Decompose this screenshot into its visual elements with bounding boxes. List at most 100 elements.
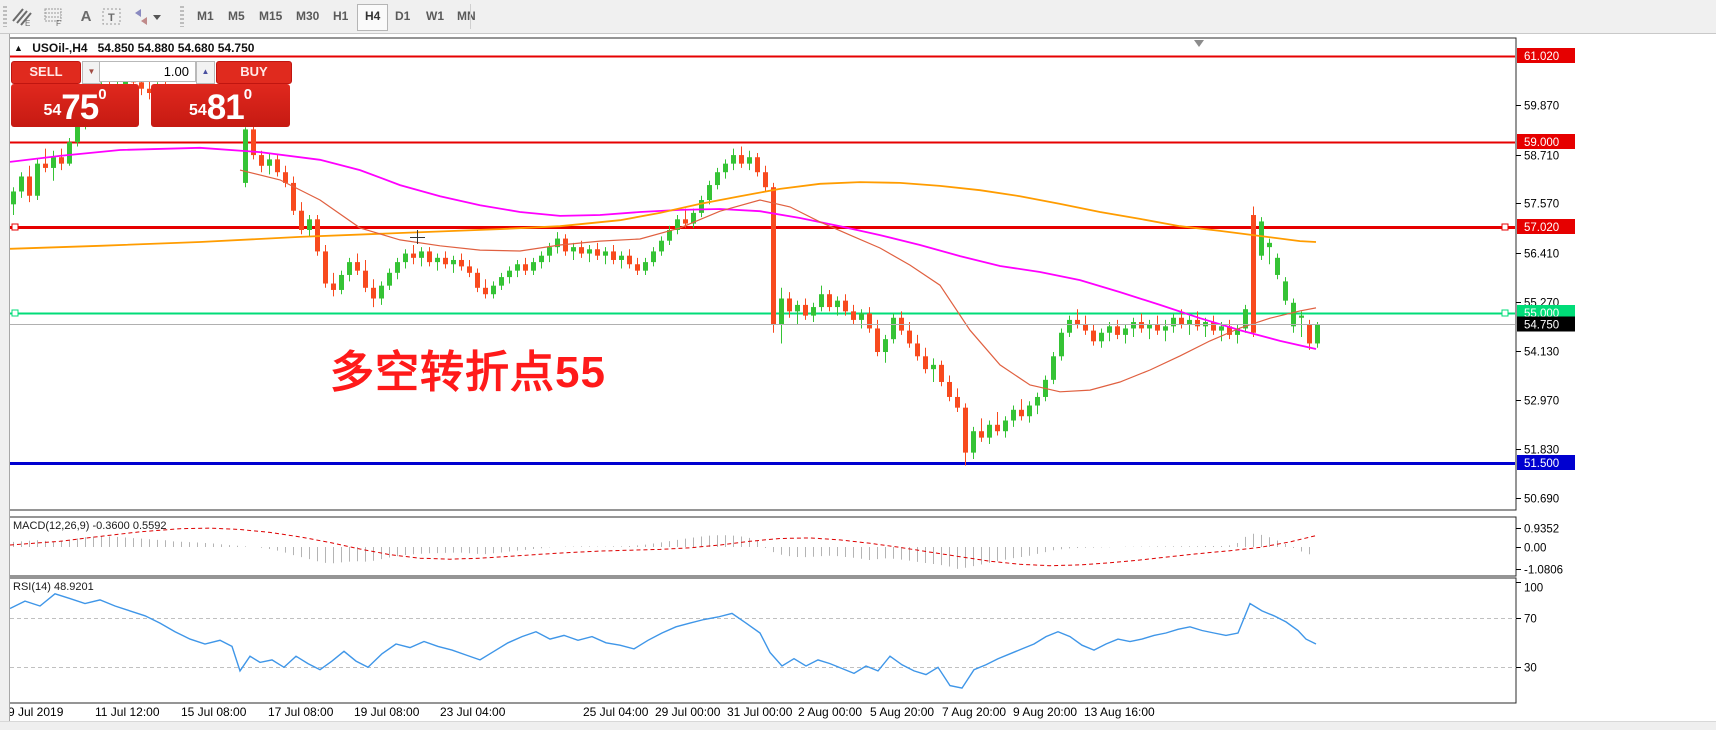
price-tick-label: 52.970 — [1524, 396, 1559, 408]
buy-price-button[interactable]: 54 81 0 — [151, 84, 290, 127]
volume-decrease-button[interactable]: ▼ — [82, 61, 101, 84]
line-handle[interactable] — [11, 309, 19, 317]
left-panel-splitter[interactable] — [0, 34, 10, 730]
candle-body — [243, 129, 248, 183]
sell-button[interactable]: SELL — [11, 61, 81, 84]
hatch-e-icon[interactable]: E — [10, 5, 34, 28]
macd-panel[interactable] — [8, 516, 1517, 577]
trade-panel-row: SELL ▼ 1.00 ▲ BUY — [11, 61, 292, 84]
candle-body — [19, 176, 24, 192]
candle-body — [251, 129, 256, 156]
grid-f-icon[interactable]: F — [42, 5, 66, 28]
time-axis-label: 5 Aug 20:00 — [870, 705, 934, 719]
candle-body — [611, 251, 616, 260]
candle-body — [971, 431, 976, 453]
candle-body — [299, 210, 304, 231]
line-handle[interactable] — [1501, 223, 1509, 231]
timeframe-button-m15[interactable]: M15 — [259, 9, 283, 23]
symbol-name: USOil-,H4 — [32, 41, 88, 55]
candle-body — [1059, 332, 1064, 357]
time-axis-label: 17 Jul 08:00 — [268, 705, 334, 719]
candle-body — [499, 277, 504, 286]
timeframe-button-m30[interactable]: M30 — [296, 9, 320, 23]
candle-body — [1035, 396, 1040, 406]
candle-body — [1155, 324, 1160, 331]
candle-body — [979, 431, 984, 438]
candle-body — [435, 257, 440, 263]
candle-body — [139, 82, 144, 89]
candle-body — [579, 247, 584, 254]
candle-body — [587, 249, 592, 254]
volume-increase-button[interactable]: ▲ — [196, 61, 215, 84]
candle-body — [787, 298, 792, 312]
timeframe-button-h4[interactable]: H4 — [357, 4, 389, 31]
symbol-ohlc: 54.850 54.880 54.680 54.750 — [97, 41, 255, 55]
toolbar-drag-handle[interactable] — [3, 6, 7, 27]
timeframe-button-m1[interactable]: M1 — [197, 9, 214, 23]
candle-body — [619, 255, 624, 260]
one-click-trade-panel: SELL ▼ 1.00 ▲ BUY 54 75 0 54 81 0 — [11, 61, 292, 127]
timeframe-button-d1[interactable]: D1 — [395, 9, 411, 23]
textbox-t-icon[interactable]: T — [100, 5, 124, 28]
candle-body — [1227, 326, 1232, 335]
sell-price-button[interactable]: 54 75 0 — [11, 84, 139, 127]
candle-body — [1211, 322, 1216, 331]
candle-body — [923, 356, 928, 370]
candle-body — [795, 304, 800, 312]
timeframe-button-m5[interactable]: M5 — [228, 9, 245, 23]
svg-text:E: E — [25, 19, 30, 27]
collapse-triangle-icon[interactable]: ▲ — [14, 43, 23, 53]
time-axis-label: 2 Aug 00:00 — [798, 705, 862, 719]
candle-body — [771, 187, 776, 325]
toolbar-drag-handle[interactable] — [180, 6, 184, 27]
candle-body — [1099, 332, 1104, 342]
buy-price-sup: 0 — [243, 86, 253, 103]
timeframe-button-h1[interactable]: H1 — [333, 9, 349, 23]
candle-body — [851, 311, 856, 320]
macd-signal-line — [9, 527, 1317, 567]
candle-body — [819, 294, 824, 308]
rsi-scale-label: 70 — [1524, 614, 1537, 626]
time-axis-label: 19 Jul 08:00 — [354, 705, 420, 719]
candle-body — [1051, 356, 1056, 380]
ma-magenta-line — [10, 146, 1317, 350]
price-tick-label: 59.870 — [1524, 101, 1559, 113]
candle-body — [675, 219, 680, 231]
candle-body — [483, 287, 488, 295]
line-handle[interactable] — [11, 223, 19, 231]
rsi-panel[interactable] — [8, 577, 1517, 704]
candle-body — [843, 300, 848, 312]
price-tick-label: 51.830 — [1524, 445, 1559, 457]
price-tick-label: 57.570 — [1524, 199, 1559, 211]
candle-body — [507, 270, 512, 278]
buy-button[interactable]: BUY — [216, 61, 292, 84]
rsi-scale-label: 30 — [1524, 663, 1537, 675]
candle-body — [779, 298, 784, 325]
arrows-dropdown-icon[interactable] — [130, 5, 164, 28]
candle-body — [283, 172, 288, 183]
candle-body — [475, 272, 480, 288]
macd-scale-label: -1.0806 — [1524, 565, 1563, 577]
candle-body — [739, 155, 744, 164]
sell-price-base: 54 — [43, 102, 62, 119]
candle-body — [1003, 420, 1008, 432]
ma-orange-line — [10, 181, 1317, 250]
candle-body — [547, 247, 552, 256]
timeframe-button-w1[interactable]: W1 — [426, 9, 444, 23]
candle-body — [411, 253, 416, 258]
line-handle[interactable] — [1501, 309, 1509, 317]
candle-body — [443, 257, 448, 265]
volume-input[interactable]: 1.00 — [99, 61, 196, 82]
time-axis-label: 13 Aug 16:00 — [1084, 705, 1155, 719]
chart-shift-marker-icon[interactable] — [1194, 40, 1204, 47]
candle-body — [987, 424, 992, 438]
candle-body — [939, 364, 944, 382]
letter-a-icon[interactable]: A — [80, 8, 92, 25]
candle-body — [883, 339, 888, 353]
timeframe-button-mn[interactable]: MN — [457, 9, 476, 23]
candle-body — [427, 251, 432, 263]
candle-body — [331, 283, 336, 290]
candle-body — [1195, 319, 1200, 327]
candle-body — [1147, 324, 1152, 329]
